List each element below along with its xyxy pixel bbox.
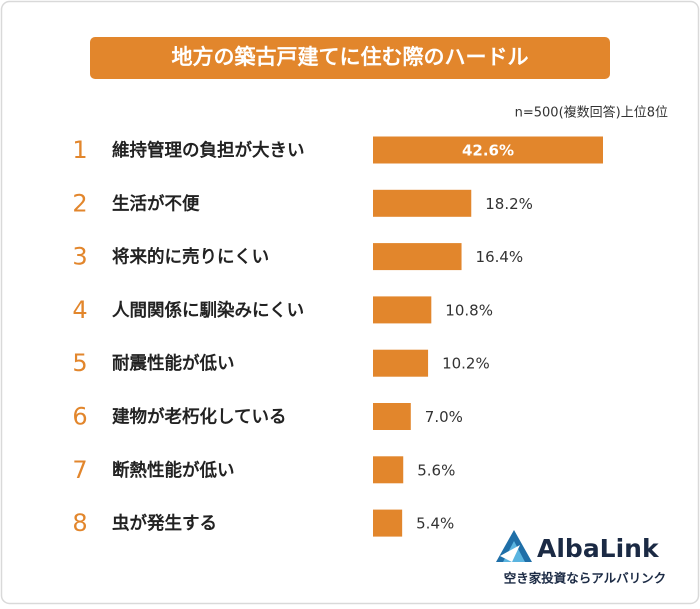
bar	[373, 189, 472, 217]
category-label: 虫が発生する	[112, 513, 217, 534]
title-box	[90, 37, 610, 79]
bar	[373, 136, 603, 164]
logo-tagline: 空き家投資ならアルバリンク	[504, 571, 666, 586]
value-label: 10.8%	[445, 301, 493, 319]
bar	[373, 296, 432, 324]
category-label: 人間関係に馴染みにくい	[112, 300, 304, 321]
rank: 7	[72, 456, 87, 484]
category-label: 維持管理の負担が大きい	[112, 140, 305, 161]
category-label: 将来的に売りにくい	[112, 247, 269, 268]
value-label: 5.4%	[416, 515, 454, 533]
rank: 4	[72, 296, 87, 324]
rank: 8	[72, 509, 87, 537]
value-label: 16.4%	[476, 248, 524, 266]
value-label: 18.2%	[485, 195, 533, 213]
chart-title: 地方の築古戸建てに住む際のハードル	[172, 45, 529, 69]
value-label: 42.6%	[462, 142, 514, 160]
bar	[373, 403, 411, 430]
rank: 5	[72, 349, 87, 377]
bar	[373, 243, 462, 271]
category-label: 耐震性能が低い	[112, 353, 235, 374]
logo-icon	[500, 545, 520, 562]
category-label: 生活が不便	[112, 193, 200, 214]
rank: 2	[72, 189, 87, 217]
bar	[373, 456, 404, 484]
value-label: 7.0%	[425, 408, 463, 426]
value-label: 10.2%	[442, 355, 490, 373]
rank: 6	[72, 403, 87, 431]
value-label: 5.6%	[417, 461, 455, 479]
subtitle: n=500(複数回答)上位8位	[515, 105, 668, 121]
rank: 3	[72, 243, 87, 271]
rank: 1	[72, 136, 87, 164]
logo-name: AlbaLink	[537, 534, 660, 563]
category-label: 建物が老朽化している	[112, 407, 286, 428]
category-label: 断熱性能が低い	[112, 460, 235, 481]
bar	[373, 509, 403, 537]
logo: AlbaLink 空き家投資ならアルバリンク	[496, 530, 666, 586]
bar	[373, 349, 429, 377]
